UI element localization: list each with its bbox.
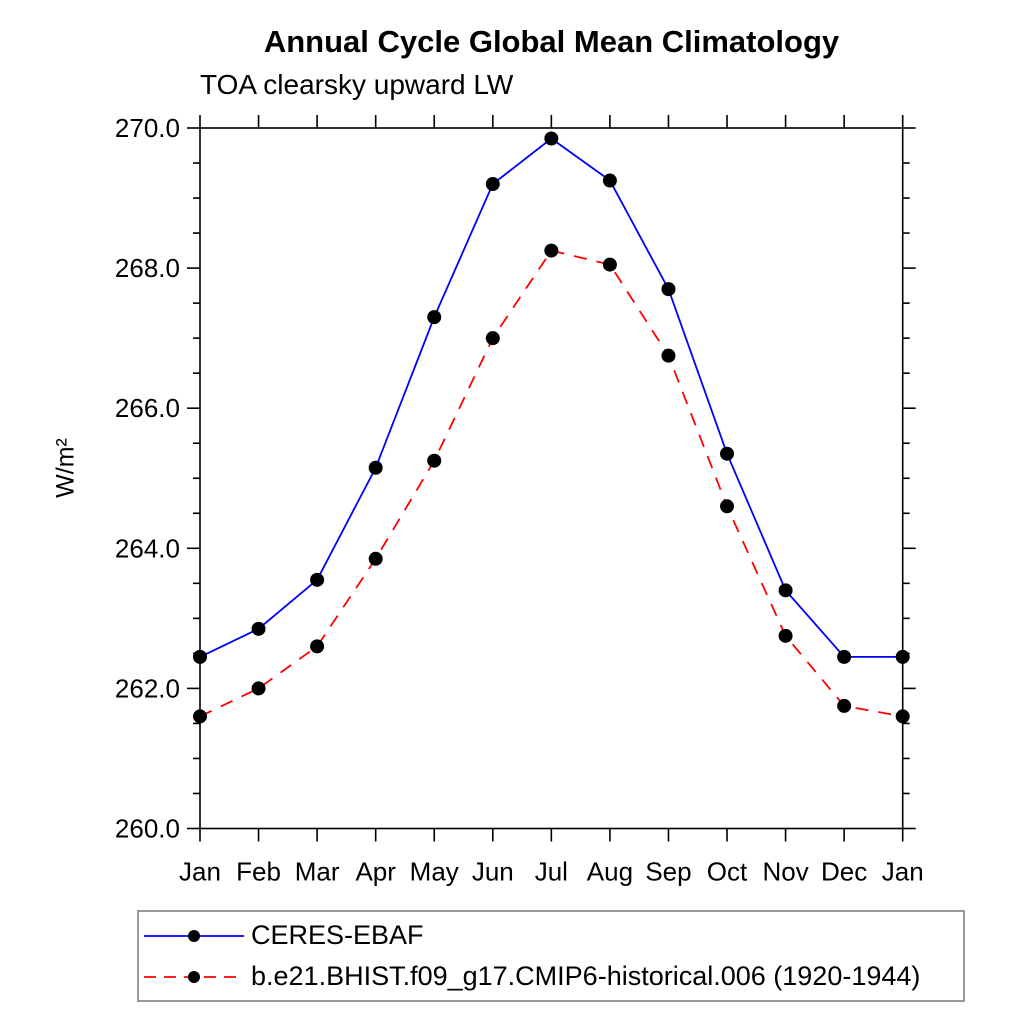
svg-text:Oct: Oct xyxy=(707,857,748,887)
svg-text:Jul: Jul xyxy=(535,857,568,887)
chart-subtitle: TOA clearsky upward LW xyxy=(200,69,514,100)
svg-text:266.0: 266.0 xyxy=(115,393,180,423)
svg-text:Mar: Mar xyxy=(295,857,340,887)
dashed-line-marker-swatch xyxy=(144,970,244,983)
svg-text:Jan: Jan xyxy=(179,857,221,887)
legend-box: CERES-EBAF b.e21.BHIST.f09_g17.CMIP6-his… xyxy=(137,910,965,1002)
chart-title: Annual Cycle Global Mean Climatology xyxy=(263,24,840,59)
svg-text:262.0: 262.0 xyxy=(115,673,180,703)
svg-text:Apr: Apr xyxy=(355,857,396,887)
solid-line-marker-swatch xyxy=(144,929,244,942)
legend-entry-model-run: b.e21.BHIST.f09_g17.CMIP6-historical.006… xyxy=(144,956,963,997)
legend-label-ceres-ebaf: CERES-EBAF xyxy=(251,920,424,950)
legend-entry-ceres-ebaf: CERES-EBAF xyxy=(144,915,963,956)
svg-text:Jun: Jun xyxy=(472,857,514,887)
svg-text:Dec: Dec xyxy=(821,857,867,887)
svg-text:270.0: 270.0 xyxy=(115,113,180,143)
svg-text:268.0: 268.0 xyxy=(115,253,180,283)
svg-text:Nov: Nov xyxy=(762,857,808,887)
svg-text:Feb: Feb xyxy=(236,857,281,887)
svg-text:264.0: 264.0 xyxy=(115,533,180,563)
svg-text:May: May xyxy=(410,857,459,887)
svg-text:Jan: Jan xyxy=(882,857,924,887)
legend-label-model-run: b.e21.BHIST.f09_g17.CMIP6-historical.006… xyxy=(251,961,921,991)
svg-text:Aug: Aug xyxy=(587,857,633,887)
svg-text:260.0: 260.0 xyxy=(115,814,180,844)
svg-text:Sep: Sep xyxy=(645,857,691,887)
